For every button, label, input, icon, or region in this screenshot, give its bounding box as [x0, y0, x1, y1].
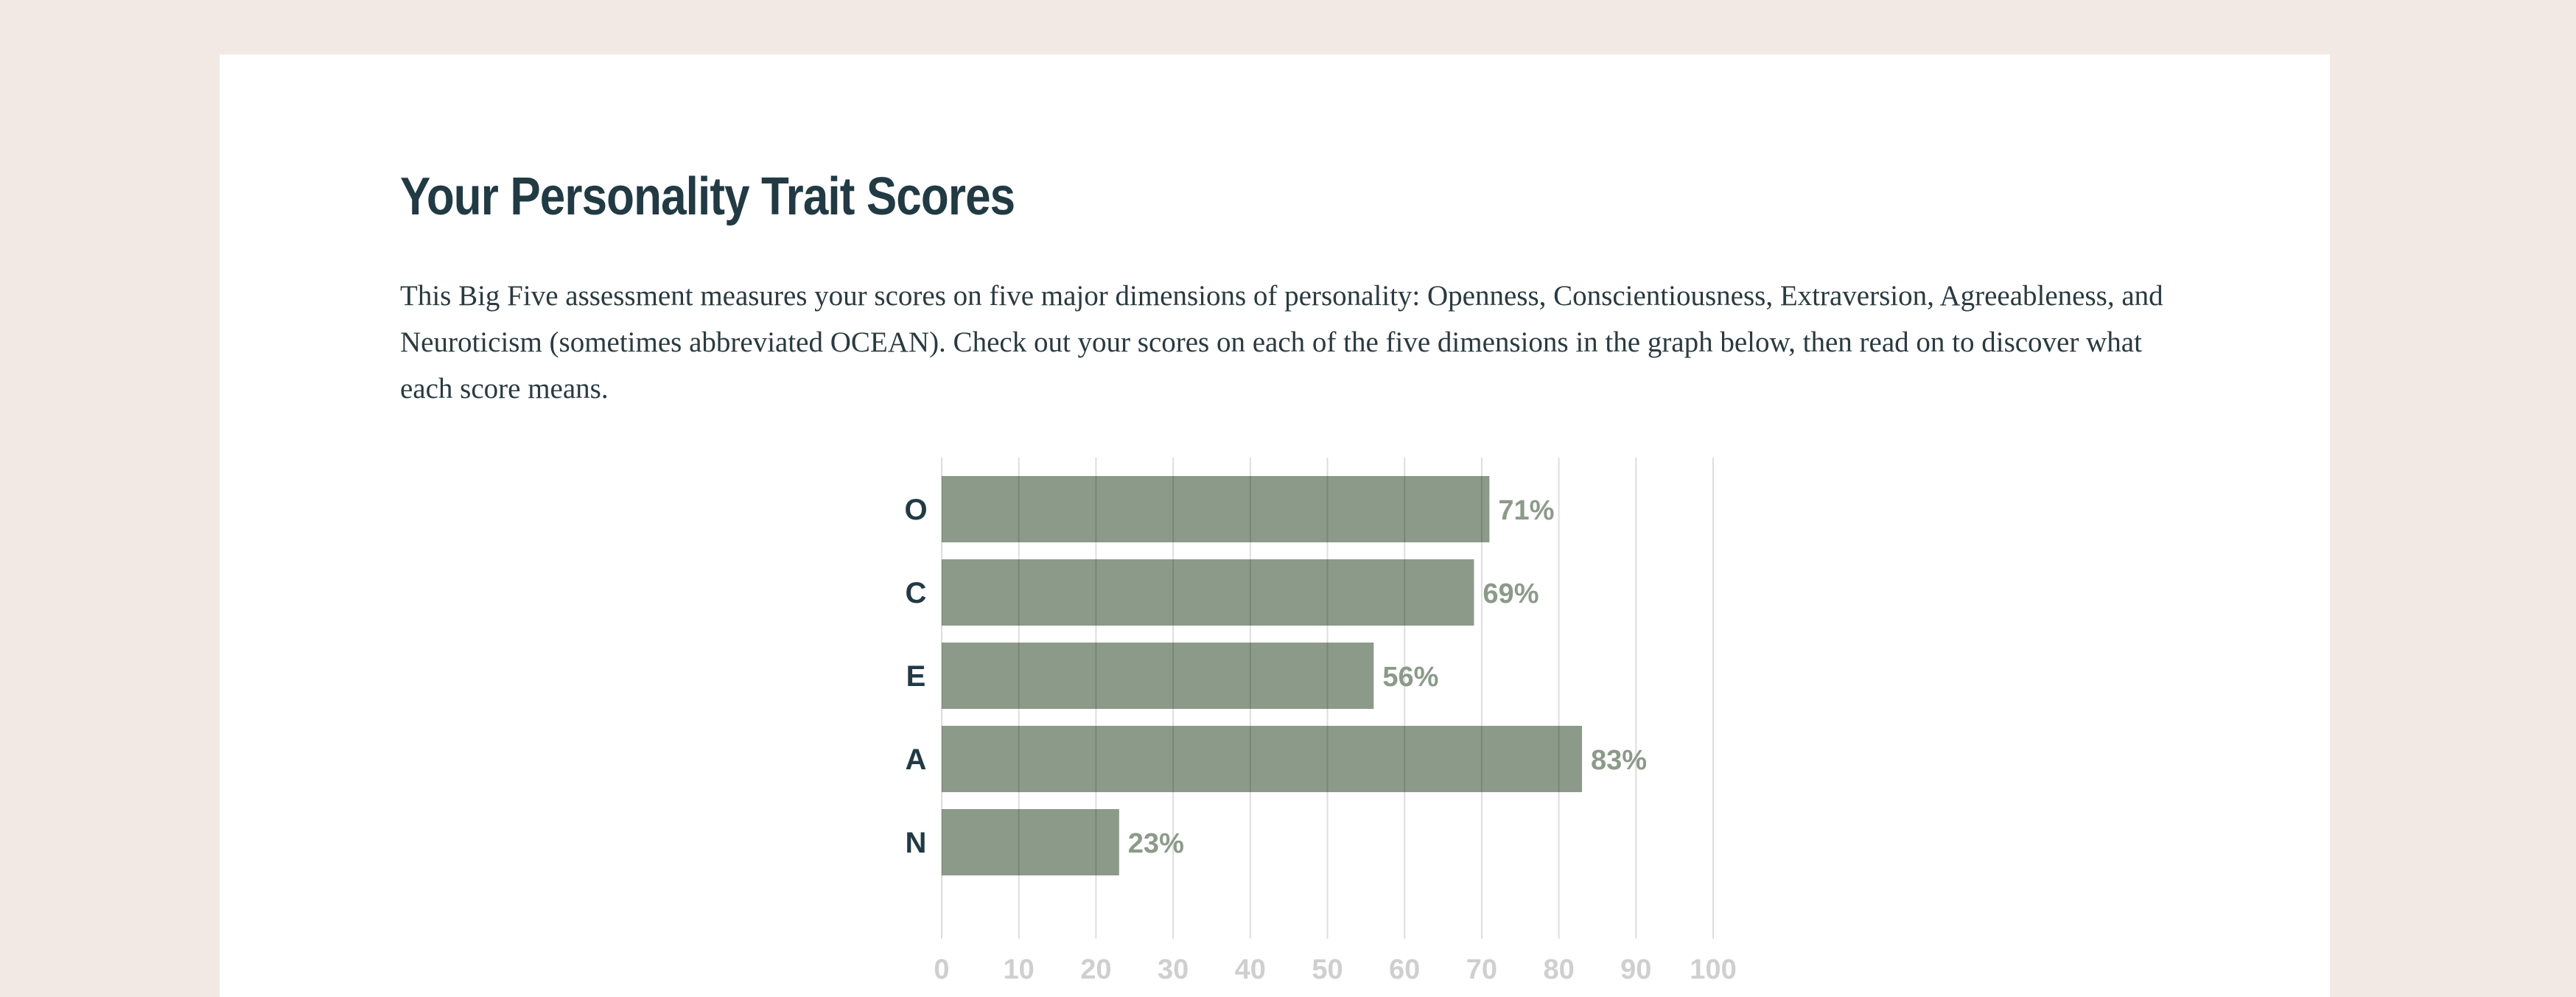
intro-paragraph: This Big Five assessment measures your s… — [400, 280, 2163, 405]
category-label-o: O — [904, 494, 927, 526]
x-tick-label-100: 100 — [1690, 954, 1736, 985]
x-tick-label-80: 80 — [1543, 954, 1574, 985]
x-tick-label-50: 50 — [1312, 954, 1343, 985]
value-label-o: 71% — [1498, 495, 1554, 526]
x-tick-label-90: 90 — [1620, 954, 1651, 985]
category-label-a: A — [906, 744, 927, 776]
bar-a — [942, 726, 1583, 792]
content-card: Your Personality Trait Scores This Big F… — [220, 55, 2330, 997]
x-tick-label-10: 10 — [1004, 954, 1035, 985]
category-label-c: C — [906, 577, 927, 609]
value-label-c: 69% — [1483, 578, 1539, 609]
value-label-e: 56% — [1382, 662, 1438, 693]
x-tick-label-40: 40 — [1235, 954, 1266, 985]
category-label-e: E — [906, 660, 926, 693]
bar-n — [942, 809, 1119, 875]
x-tick-label-70: 70 — [1466, 954, 1497, 985]
x-tick-label-60: 60 — [1389, 954, 1420, 985]
x-tick-label-30: 30 — [1158, 954, 1189, 985]
bar-c — [942, 559, 1474, 626]
x-tick-label-20: 20 — [1080, 954, 1111, 985]
value-label-n: 23% — [1128, 828, 1184, 859]
bar-e — [942, 643, 1374, 709]
x-tick-label-0: 0 — [934, 954, 949, 985]
trait-score-chart: O 71% C 69% E 56% A 83% N 23% 0 10 20 30 40 50 60 70 80 90 1… — [904, 458, 1737, 985]
page-title: Your Personality Trait Scores — [400, 167, 1015, 226]
value-label-a: 83% — [1591, 745, 1647, 776]
category-label-n: N — [906, 827, 927, 859]
bar-o — [942, 476, 1490, 542]
